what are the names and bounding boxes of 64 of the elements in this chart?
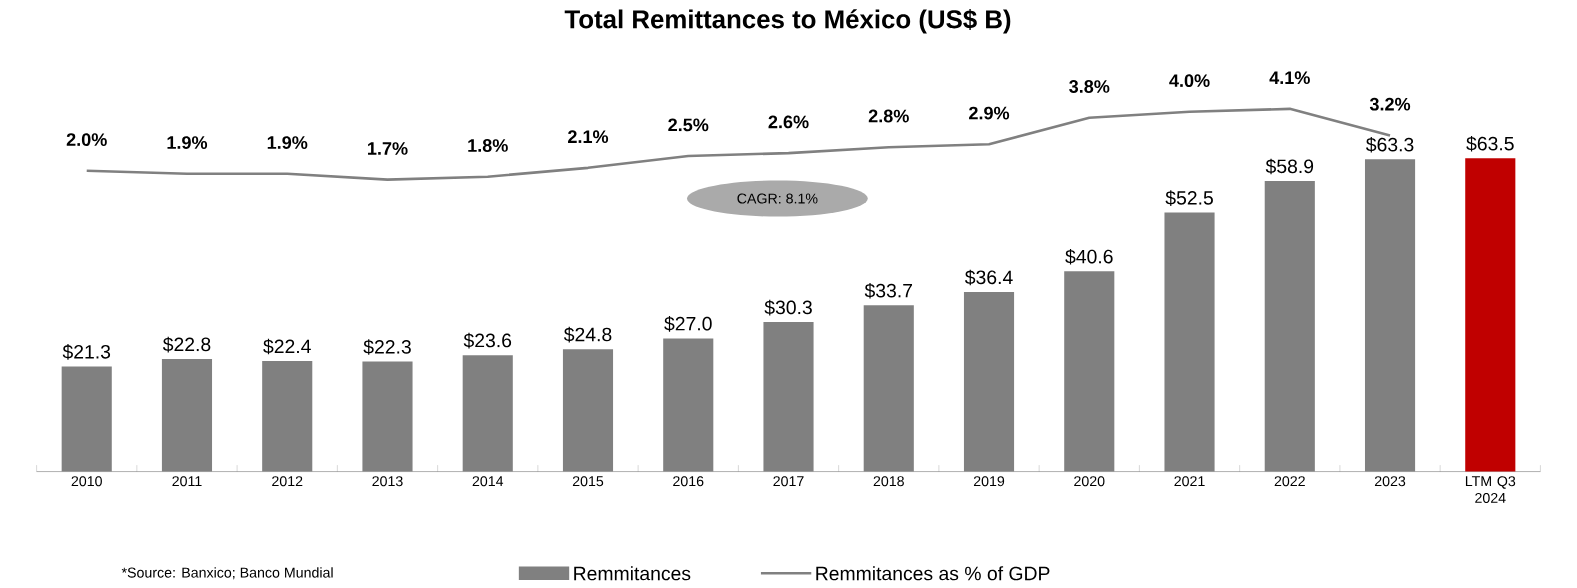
bar xyxy=(1164,212,1215,472)
x-tick-label: 2022 xyxy=(1274,476,1305,487)
bar xyxy=(663,338,714,472)
legend-label: Remmitances as % of GDP xyxy=(816,566,1050,581)
bar xyxy=(262,361,313,472)
data-label: 3.2% xyxy=(1369,97,1411,111)
x-tick-label: 2023 xyxy=(1374,476,1406,487)
x-tick-label: 2020 xyxy=(1074,476,1105,487)
x-tick-label: LTM Q3 2024 xyxy=(1465,476,1516,504)
bar xyxy=(161,359,213,472)
bar xyxy=(362,361,413,472)
bar xyxy=(1064,271,1115,472)
bar xyxy=(61,366,112,472)
data-label: $23.6 xyxy=(463,332,512,349)
bar xyxy=(562,349,614,472)
data-label: 2.9% xyxy=(969,106,1010,120)
x-tick-label: 2012 xyxy=(272,476,303,487)
data-label: 4.1% xyxy=(1269,71,1310,85)
data-label: $52.5 xyxy=(1165,190,1213,206)
data-label: 1.9% xyxy=(167,136,208,150)
x-tick-label: 2010 xyxy=(71,476,102,487)
bar xyxy=(963,292,1015,472)
data-label: $40.6 xyxy=(1065,249,1113,265)
x-tick-label: 2011 xyxy=(172,476,202,487)
data-label: $36.4 xyxy=(964,269,1013,286)
data-label: $63.5 xyxy=(1466,136,1514,152)
bar xyxy=(763,322,814,472)
bar xyxy=(863,305,914,472)
data-label: 1.8% xyxy=(468,139,508,153)
x-tick-label: 2019 xyxy=(973,476,1005,487)
annotation: CAGR: 8.1% xyxy=(737,193,818,204)
data-label: $21.3 xyxy=(62,344,111,360)
data-label: $22.4 xyxy=(263,338,311,355)
data-label: $58.9 xyxy=(1265,158,1314,175)
x-tick-label: 2013 xyxy=(372,476,403,487)
legend-label: Remmitances xyxy=(574,566,691,581)
x-tick-label: 2015 xyxy=(572,476,604,487)
data-label: 2.5% xyxy=(668,118,709,132)
x-tick-label: 2018 xyxy=(873,476,904,487)
data-label: 2.8% xyxy=(868,109,909,123)
data-label: $33.7 xyxy=(864,283,913,299)
data-label: $63.3 xyxy=(1366,137,1414,153)
x-tick-label: 2016 xyxy=(673,476,704,487)
data-label: 2.0% xyxy=(66,133,107,147)
data-label: 4.0% xyxy=(1169,74,1210,88)
data-label: $27.0 xyxy=(664,316,712,332)
x-tick-label: 2014 xyxy=(472,476,504,487)
data-label: $22.8 xyxy=(162,336,211,353)
bar xyxy=(462,355,513,472)
bar xyxy=(1364,159,1416,472)
bar xyxy=(1465,158,1516,472)
chart-title: Total Remittances to México (US$ B) xyxy=(564,9,1011,34)
data-label: 1.9% xyxy=(267,136,308,150)
bar xyxy=(1264,181,1315,472)
data-label: 1.7% xyxy=(368,142,408,155)
data-label: $24.8 xyxy=(563,326,612,343)
data-label: 3.8% xyxy=(1069,80,1110,94)
x-tick-label: 2017 xyxy=(773,476,804,487)
data-label: $30.3 xyxy=(764,299,812,316)
data-label: 2.1% xyxy=(568,130,609,144)
data-label: $22.3 xyxy=(363,339,411,355)
data-label: 2.6% xyxy=(768,115,809,129)
text: *Source: Banxico; Banco Mundial xyxy=(121,567,333,580)
x-tick-label: 2021 xyxy=(1174,476,1205,487)
